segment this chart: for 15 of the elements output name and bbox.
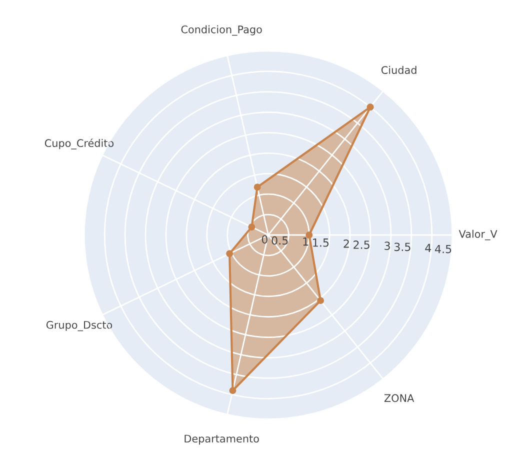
y-tick-label: 1 xyxy=(303,237,308,246)
spoke-label: Ciudad xyxy=(381,66,416,74)
spoke-label: Condicion_Pago xyxy=(181,25,262,36)
y-tick-label: 3.5 xyxy=(394,242,410,252)
spoke-label: Grupo_Dscto xyxy=(46,320,112,332)
y-tick-label: 2.5 xyxy=(354,240,370,249)
y-tick-label: 4 xyxy=(425,244,432,252)
spoke-label: Departamento xyxy=(184,434,259,445)
spoke-label: Valor_V xyxy=(458,230,498,240)
y-tick-label: 3 xyxy=(384,242,390,250)
y-tick-label: 1.5 xyxy=(313,238,329,247)
spoke-label: ZONA xyxy=(384,394,414,402)
y-tick-label: 2 xyxy=(344,239,349,248)
y-tick-label: 4.5 xyxy=(434,244,452,254)
spoke-label: Cupo_Crédito xyxy=(44,138,114,150)
